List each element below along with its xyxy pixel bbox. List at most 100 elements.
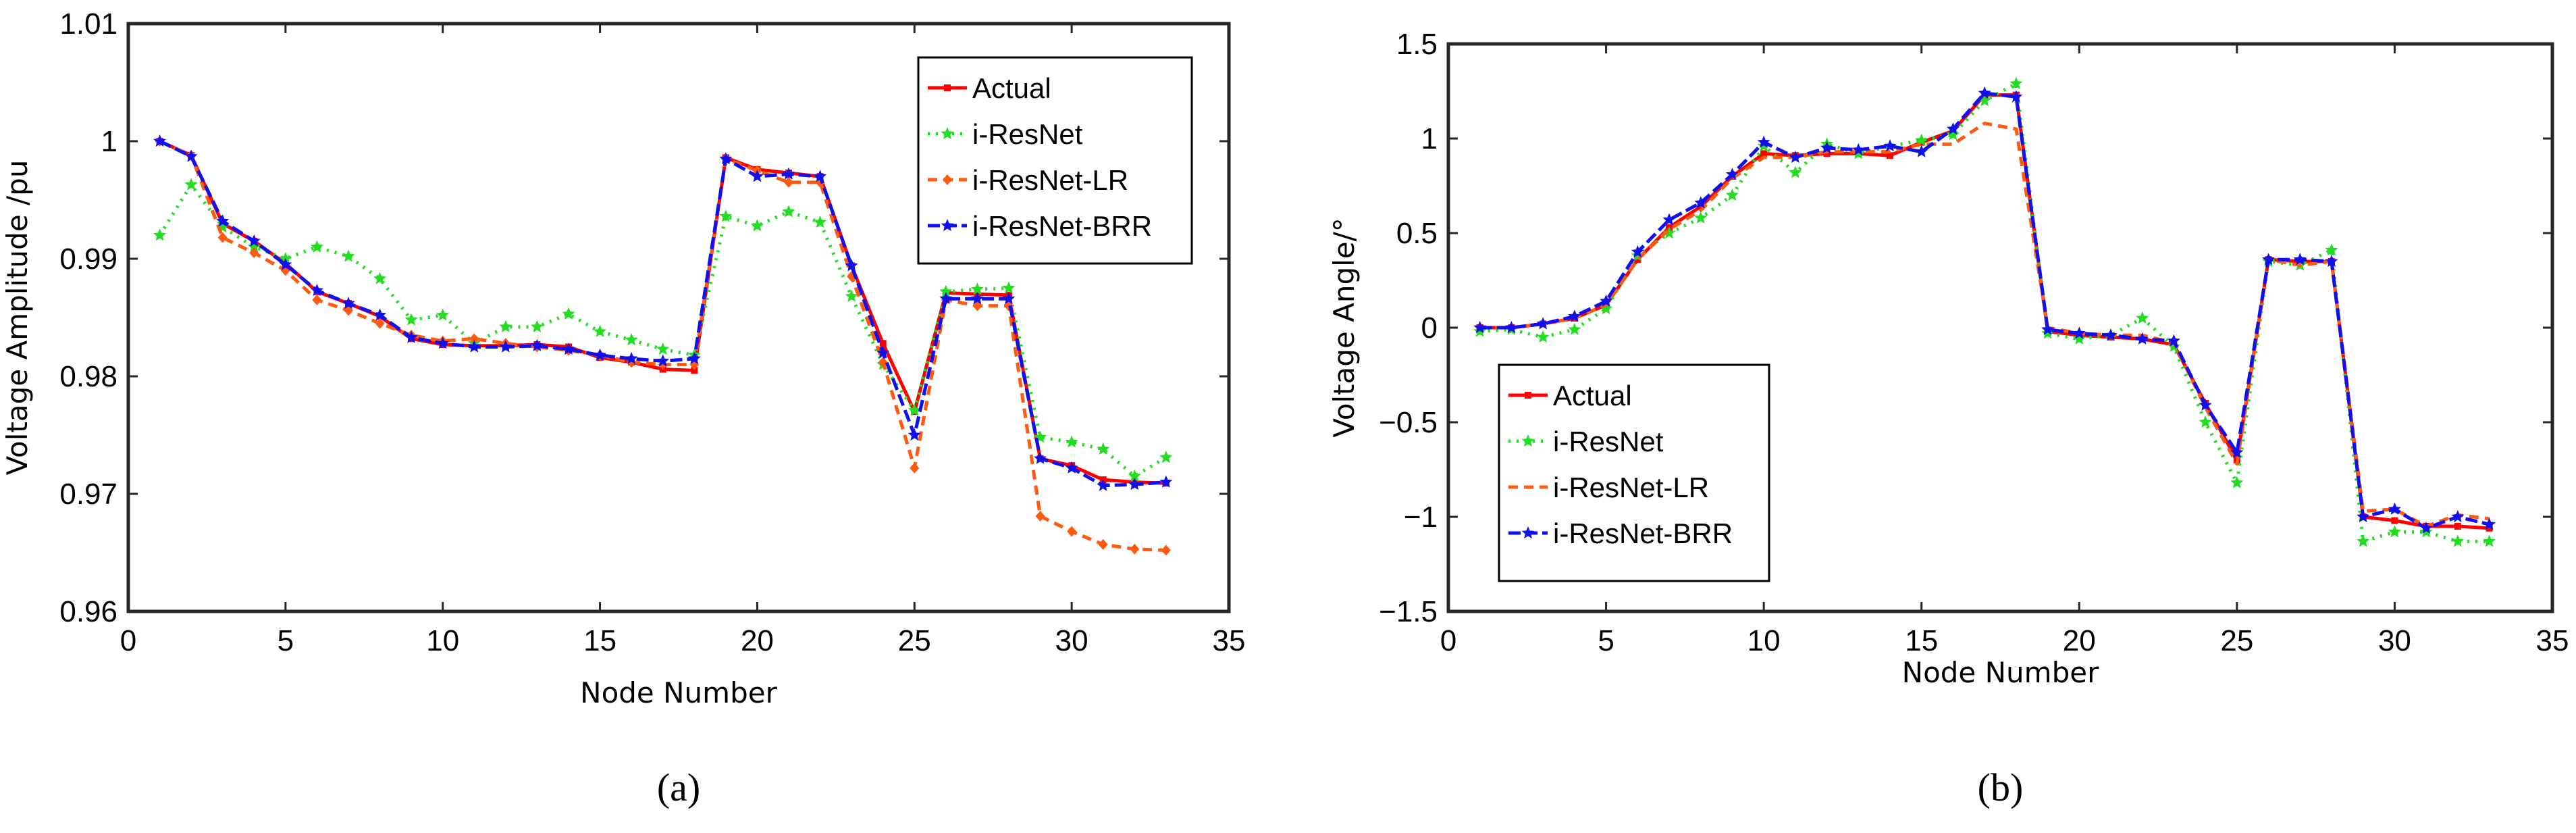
x-tick-label: 5 [1598, 624, 1614, 657]
series-i-resnet-brr [1473, 86, 2496, 534]
data-point [1097, 478, 1110, 491]
x-tick-label: 25 [2220, 624, 2253, 657]
data-point [530, 320, 544, 332]
data-point [1946, 128, 1960, 141]
data-point [1161, 545, 1171, 556]
legend-label: i-ResNet [972, 118, 1083, 150]
data-point [1757, 139, 1770, 152]
data-point [499, 320, 512, 332]
x-tick-label: 15 [583, 624, 616, 657]
y-tick-label: 1 [101, 125, 117, 158]
y-tick-label: 0.99 [59, 243, 117, 276]
data-point [310, 240, 323, 253]
data-point [1473, 321, 1487, 334]
y-tick-label: −1.5 [1379, 595, 1438, 628]
data-point [1978, 94, 1991, 107]
data-point [784, 176, 793, 188]
data-point [1694, 211, 1708, 224]
y-tick-label: 0.96 [59, 595, 117, 628]
y-tick-label: −0.5 [1379, 406, 1438, 439]
data-point [1915, 133, 1928, 146]
panel-a-voltage-amplitude-chart: 0 5 10 15 20 25 30 35 0.96 0.97 0.98 0.99 1 1.01 Node … [1, 7, 1245, 809]
data-point [2293, 253, 2307, 266]
data-point [342, 249, 355, 262]
data-point [719, 152, 733, 165]
x-tick-label: 25 [898, 624, 931, 657]
data-point [1536, 317, 1550, 330]
data-point [1946, 122, 1960, 135]
data-point [1002, 292, 1016, 305]
panel-b-voltage-angle-chart: 0 5 10 15 20 25 30 35 −1.5 −1 −0.5 0 0.5 1 1.5 Node Num… [1328, 28, 2569, 809]
data-point [1978, 86, 1991, 99]
series-i-resnet-lr [1479, 122, 2490, 528]
data-point [2199, 415, 2212, 428]
data-point [1159, 451, 1173, 463]
y-tick-label: 0.98 [59, 360, 117, 393]
data-point [625, 333, 638, 346]
data-point [2483, 518, 2496, 530]
data-point [467, 340, 481, 353]
x-axis-label: Node Number [1902, 656, 2099, 689]
data-point [216, 214, 230, 227]
y-tick-label: 1.01 [59, 7, 117, 41]
data-point [375, 318, 385, 329]
y-tick-label: 0.97 [59, 478, 117, 511]
data-point [910, 462, 920, 474]
data-point [2419, 525, 2433, 538]
data-point [2167, 334, 2180, 347]
data-point [1065, 435, 1078, 448]
data-point [1757, 135, 1770, 148]
series-i-resnet-brr [153, 134, 1173, 491]
data-point [562, 343, 575, 355]
data-point [1725, 168, 1739, 180]
panel-caption: (b) [1978, 765, 2024, 809]
data-point [879, 340, 887, 347]
legend-swatch-marker [1521, 434, 1535, 447]
x-tick-label: 15 [1905, 624, 1938, 657]
data-point [279, 257, 292, 270]
data-point [2391, 517, 2398, 524]
x-tick-label: 30 [2378, 624, 2411, 657]
data-point [1159, 475, 1173, 488]
data-point [750, 219, 764, 232]
data-point [594, 348, 607, 361]
data-point [719, 209, 733, 222]
data-point [247, 240, 261, 253]
data-point [594, 324, 607, 337]
data-point [1789, 151, 1802, 163]
y-tick-label: −1 [1404, 501, 1438, 534]
legend-label: i-ResNet-BRR [1553, 518, 1733, 549]
data-point [750, 170, 764, 182]
data-point [970, 292, 984, 305]
data-point [2388, 525, 2401, 538]
data-point [404, 330, 418, 343]
data-point [2357, 510, 2370, 523]
data-point [1536, 330, 1550, 343]
data-point [1634, 256, 1641, 263]
data-point [1760, 150, 1768, 157]
data-point [1568, 309, 1581, 322]
data-point [1887, 152, 1893, 159]
data-point [2230, 476, 2244, 488]
data-point [1915, 145, 1928, 157]
data-point [2041, 322, 2055, 335]
data-point [656, 354, 670, 367]
data-point [1065, 461, 1078, 474]
data-point [1002, 281, 1016, 294]
data-point [153, 134, 167, 147]
series-line [1479, 122, 2490, 528]
data-point [404, 313, 418, 326]
y-axis-label: Voltage Angle/° [1328, 218, 1361, 438]
data-point [2454, 523, 2461, 530]
data-point [2451, 534, 2465, 547]
data-point [2451, 510, 2465, 523]
data-point [814, 170, 827, 182]
data-point [2041, 326, 2055, 339]
legend-swatch-marker [1521, 526, 1535, 539]
data-point [436, 336, 450, 349]
data-point [845, 259, 858, 272]
x-tick-label: 5 [278, 624, 294, 657]
data-point [1035, 511, 1045, 522]
y-axis-label: Voltage Amplitude /pu [1, 160, 34, 476]
